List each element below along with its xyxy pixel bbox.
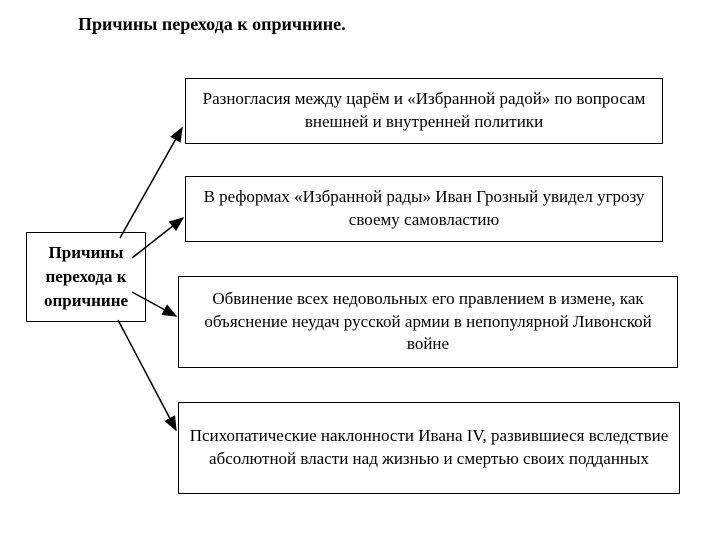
reason-node: Психопатические наклонности Ивана IV, ра…: [178, 402, 680, 494]
reason-node: Обвинение всех недовольных его правление…: [178, 276, 678, 368]
reason-node: В реформах «Избранной рады» Иван Грозный…: [185, 176, 663, 242]
diagram-title: Причины перехода к опричнине.: [78, 14, 346, 35]
source-node: Причины перехода к опричнине: [26, 232, 146, 322]
source-node-label: Причины перехода к опричнине: [31, 241, 141, 312]
arrow: [118, 320, 176, 430]
arrow: [120, 128, 182, 238]
reason-node-label: Обвинение всех недовольных его правление…: [187, 288, 669, 357]
reason-node-label: В реформах «Избранной рады» Иван Грозный…: [194, 186, 654, 232]
reason-node: Разногласия между царём и «Избранной рад…: [185, 78, 663, 144]
reason-node-label: Психопатические наклонности Ивана IV, ра…: [187, 425, 671, 471]
reason-node-label: Разногласия между царём и «Избранной рад…: [194, 88, 654, 134]
